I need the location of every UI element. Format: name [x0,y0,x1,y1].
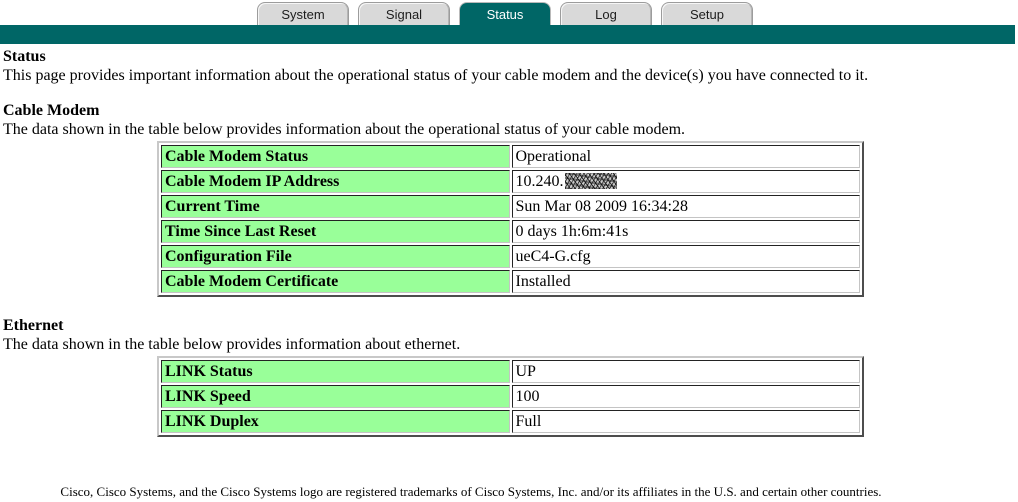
cable-modem-section-description: The data shown in the table below provid… [3,121,686,138]
table-row: LINK Duplex Full [161,410,860,433]
page-title: Status [3,48,46,65]
row-value: UP [511,360,860,383]
table-row: Current Time Sun Mar 08 2009 16:34:28 [161,195,860,218]
row-value: 0 days 1h:6m:41s [511,220,860,243]
header: System Signal Status Log Setup [0,0,1018,44]
row-label: Time Since Last Reset [161,220,510,243]
tab-bar: System Signal Status Log Setup [257,2,753,25]
row-value: 100 [511,385,860,408]
row-value: Full [511,410,860,433]
row-value: 10.240. [511,170,860,193]
row-value: ueC4-G.cfg [511,245,860,268]
cable-modem-section-heading: Cable Modem [3,102,100,119]
table-row: LINK Speed 100 [161,385,860,408]
ethernet-section-heading: Ethernet [3,317,64,334]
row-label: LINK Speed [161,385,510,408]
redacted-ip-scribble [564,173,617,189]
table-row: Cable Modem Certificate Installed [161,270,860,293]
table-row: Cable Modem IP Address 10.240. [161,170,860,193]
page-content: Status This page provides important info… [3,47,1018,499]
row-label: Configuration File [161,245,510,268]
row-label: Cable Modem Status [161,145,510,168]
page-description: This page provides important information… [3,67,869,84]
tab-signal[interactable]: Signal [358,2,450,25]
teal-header-bar [0,25,1015,44]
row-label: LINK Duplex [161,410,510,433]
tab-log[interactable]: Log [560,2,652,25]
ethernet-section-description: The data shown in the table below provid… [3,336,461,353]
row-value: Operational [511,145,860,168]
ethernet-status-table: LINK Status UP LINK Speed 100 LINK Duple… [157,356,864,437]
ip-prefix: 10.240. [515,173,564,190]
tab-setup[interactable]: Setup [661,2,753,25]
row-label: Cable Modem IP Address [161,170,510,193]
row-value: Sun Mar 08 2009 16:34:28 [511,195,860,218]
row-value: Installed [511,270,860,293]
row-label: LINK Status [161,360,510,383]
cable-modem-status-table: Cable Modem Status Operational Cable Mod… [157,141,864,297]
table-row: Configuration File ueC4-G.cfg [161,245,860,268]
row-label: Current Time [161,195,510,218]
table-row: Cable Modem Status Operational [161,145,860,168]
table-row: LINK Status UP [161,360,860,383]
trademark-footer-text: Cisco, Cisco Systems, and the Cisco Syst… [60,484,882,499]
tab-system[interactable]: System [257,2,349,25]
row-label: Cable Modem Certificate [161,270,510,293]
tab-status[interactable]: Status [459,2,551,25]
table-row: Time Since Last Reset 0 days 1h:6m:41s [161,220,860,243]
